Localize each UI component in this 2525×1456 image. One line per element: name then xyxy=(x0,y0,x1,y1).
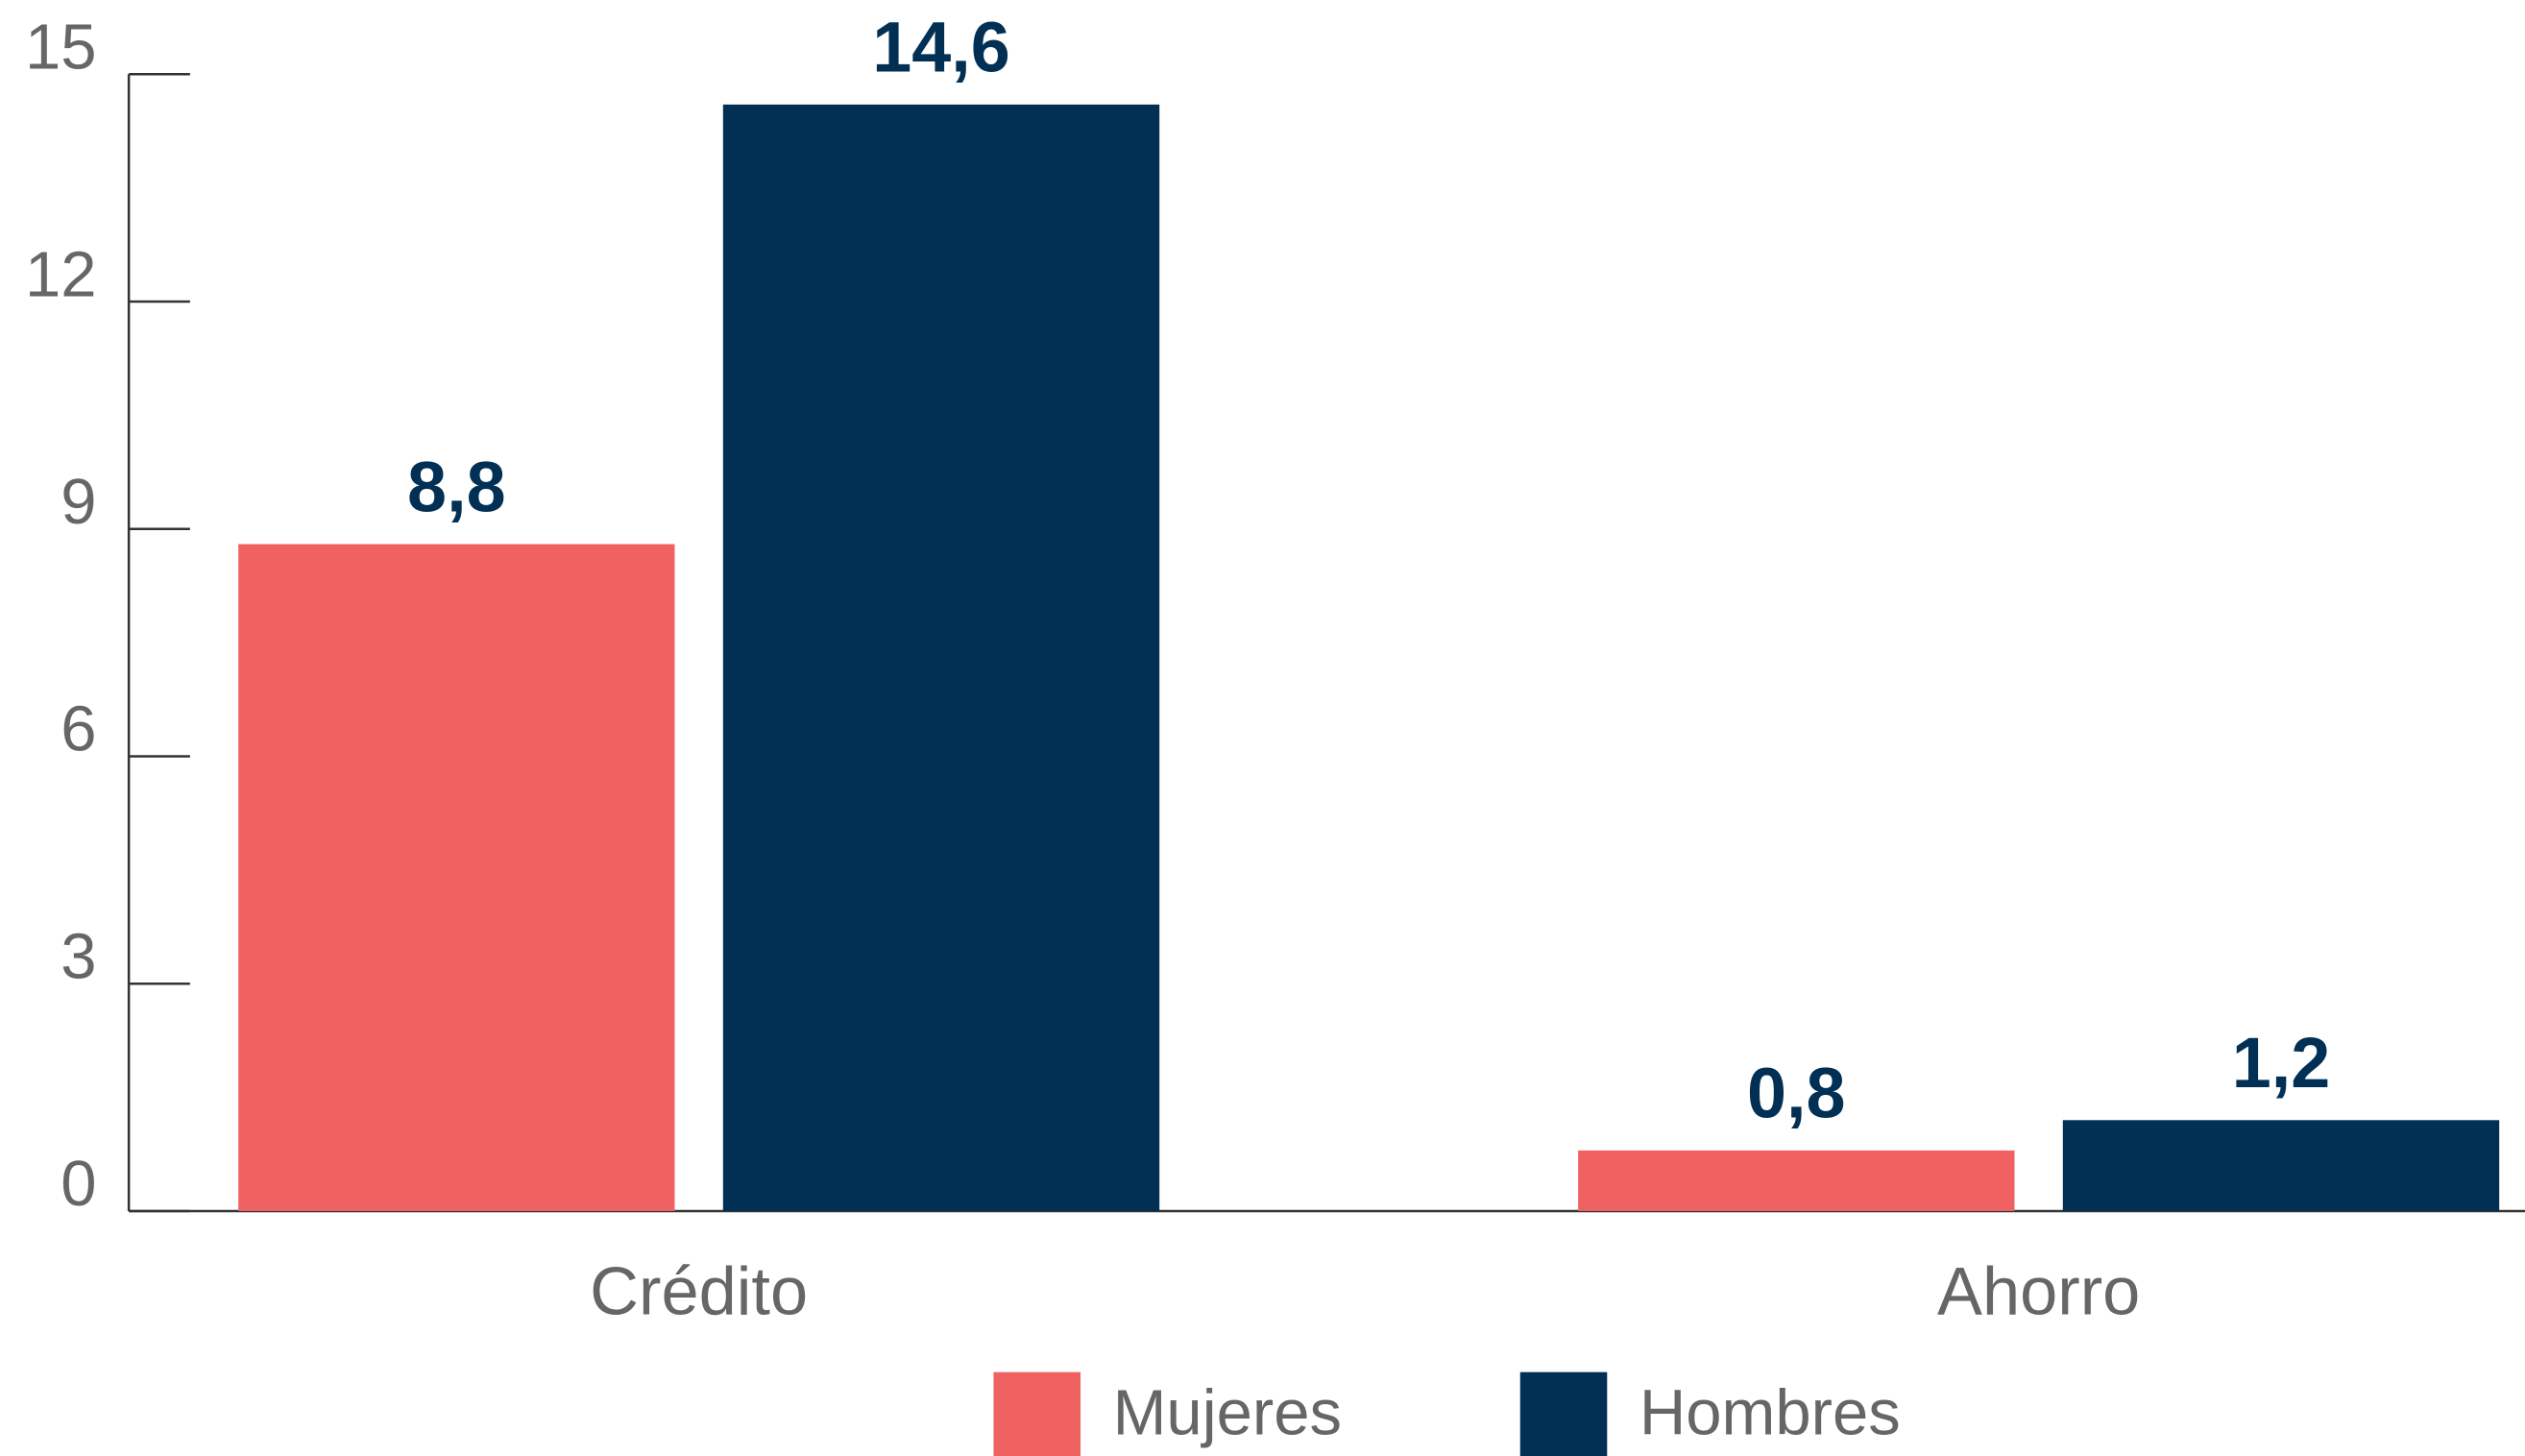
y-tick-label: 6 xyxy=(61,693,96,765)
y-tick-label: 9 xyxy=(61,466,96,538)
value-label: 14,6 xyxy=(872,8,1010,87)
y-tick-label: 3 xyxy=(61,920,96,992)
bar xyxy=(722,104,1160,1211)
y-tick-label: 0 xyxy=(61,1148,96,1220)
x-tick-label: Crédito xyxy=(590,1252,808,1328)
value-label: 8,8 xyxy=(407,447,506,526)
legend-swatch xyxy=(1519,1371,1608,1456)
value-label: 1,2 xyxy=(2232,1023,2331,1103)
y-tick-label: 12 xyxy=(25,238,97,310)
x-tick-label: Ahorro xyxy=(1937,1252,2140,1328)
legend-swatch xyxy=(993,1371,1081,1456)
legend-label: Mujeres xyxy=(1113,1376,1342,1448)
legend-label: Hombres xyxy=(1639,1376,1901,1448)
bar xyxy=(2062,1120,2500,1211)
bar xyxy=(238,544,675,1211)
bar xyxy=(1578,1150,2015,1211)
y-tick-label: 15 xyxy=(25,12,97,84)
value-label: 0,8 xyxy=(1747,1054,1846,1133)
